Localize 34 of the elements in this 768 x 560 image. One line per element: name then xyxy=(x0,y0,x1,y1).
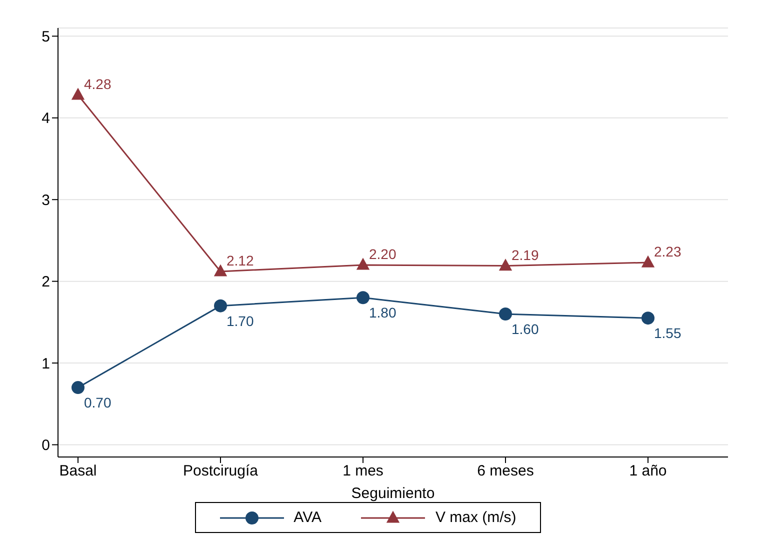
data-label: 2.23 xyxy=(654,244,682,260)
point xyxy=(356,258,370,270)
point xyxy=(71,88,85,100)
data-label: 2.19 xyxy=(512,246,539,263)
x-axis-title: Seguimiento xyxy=(351,485,435,502)
point xyxy=(499,308,512,320)
x-tick-label: 1 mes xyxy=(342,462,384,480)
point xyxy=(642,312,654,325)
y-tick-label: 4 xyxy=(42,110,50,128)
data-label: 2.12 xyxy=(226,252,254,269)
data-label: 1.80 xyxy=(369,304,396,321)
point xyxy=(356,291,370,304)
point xyxy=(641,255,655,268)
point xyxy=(498,258,512,271)
data-label: 1.70 xyxy=(226,312,254,329)
y-tick-label: 0 xyxy=(42,437,50,454)
point xyxy=(72,381,84,394)
legend-label: V max (m/s) xyxy=(435,509,516,526)
legend-label: AVA xyxy=(294,509,322,526)
x-tick-label: Postcirugía xyxy=(182,462,259,480)
point xyxy=(214,299,227,312)
x-tick-label: 6 meses xyxy=(477,462,534,480)
x-tick-label: Basal xyxy=(59,462,97,480)
x-tick-label: 1 año xyxy=(629,462,667,480)
y-tick-label: 2 xyxy=(42,274,50,291)
data-label: 2.20 xyxy=(369,246,396,262)
y-tick-label: 5 xyxy=(42,28,50,46)
y-tick-label: 1 xyxy=(42,355,50,372)
data-label: 4.28 xyxy=(84,76,112,92)
y-tick-label: 3 xyxy=(42,192,50,209)
data-label: 1.60 xyxy=(512,321,539,337)
point xyxy=(214,264,228,276)
data-label: 1.55 xyxy=(654,325,682,342)
data-label: 0.70 xyxy=(84,394,112,411)
